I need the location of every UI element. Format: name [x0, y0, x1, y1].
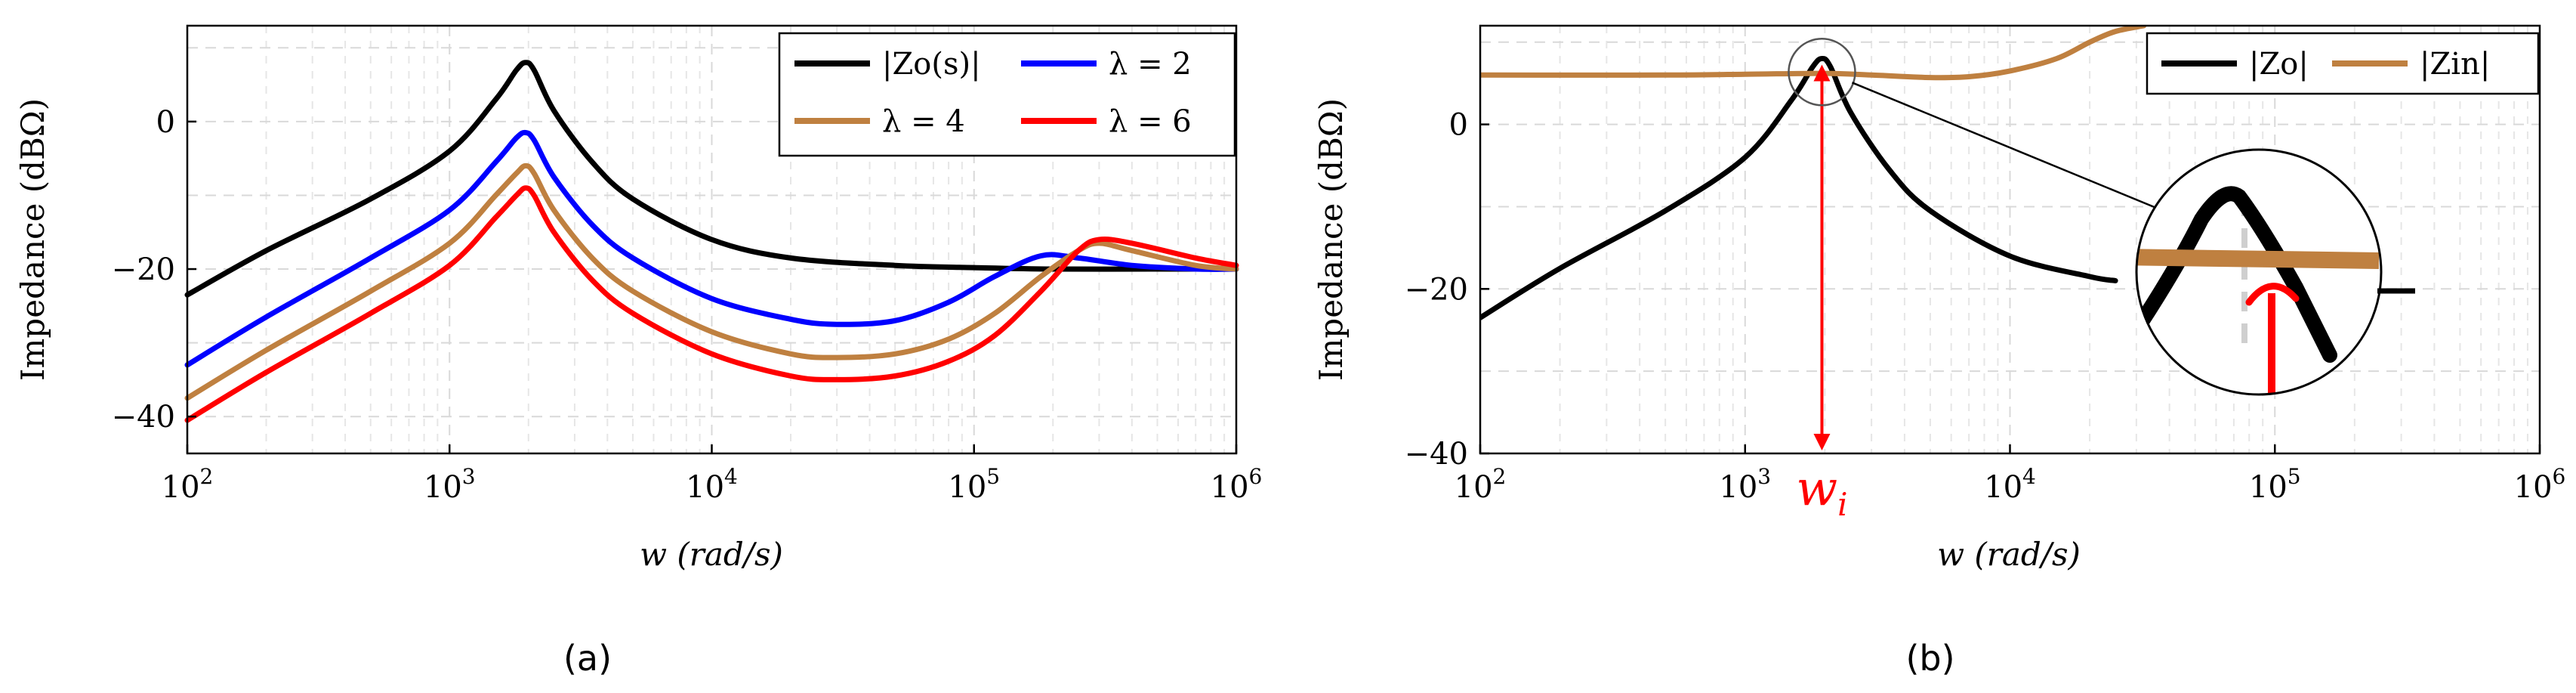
- y-tick-label: −20: [112, 252, 175, 287]
- legend-box-a: [778, 32, 1236, 157]
- series-line-lambda2-a: [184, 129, 1239, 368]
- x-ticks-b: 102 103 104 105 106: [1455, 444, 2566, 505]
- y-axis-label-b: Impedance (dBΩ): [1313, 98, 1350, 381]
- series-line-lambda6-a: [184, 185, 1239, 423]
- curves-b: [1480, 26, 2147, 320]
- x-tick-label: 102: [162, 464, 214, 505]
- legend-a: |Zo(s)| λ = 2 λ = 4 λ = 6: [778, 32, 1236, 157]
- x-axis-label-b: w (rad/s): [1937, 536, 2081, 573]
- panel-b: 0−20−40 102 103 104 105 106 Impedance (dBΩ) …: [1313, 24, 2566, 679]
- series-line-zo-a: [184, 60, 1239, 298]
- x-tick-label: 105: [2249, 464, 2301, 505]
- x-tick-label: 103: [1719, 464, 1771, 505]
- x-axis-label-a: w (rad/s): [640, 536, 783, 573]
- wi-annotation: wi: [1796, 64, 1848, 523]
- x-tick-label: 102: [1455, 464, 1507, 505]
- y-axis-label-a: Impedance (dBΩ): [14, 98, 51, 381]
- y-tick-label: −40: [1405, 437, 1468, 472]
- x-tick-label: 105: [948, 464, 1000, 505]
- legend-label-zin: |Zin|: [2420, 47, 2490, 82]
- x-tick-label: 103: [424, 464, 476, 505]
- y-ticks-b: 0 −20 −40: [1405, 108, 1489, 472]
- legend-label-zo-b: |Zo|: [2249, 47, 2309, 82]
- inset-zo-curve: [2136, 186, 2337, 363]
- panel-a: 0−20−40 102 103 104 105 106 Impedance (dBΩ) …: [14, 24, 1263, 679]
- caption-a: (a): [563, 638, 612, 679]
- y-ticks-a: 0 −20 −40: [112, 105, 196, 435]
- series-line-zo-b: [1480, 55, 2118, 320]
- x-tick-label: 106: [2514, 464, 2566, 505]
- legend-label-lambda4: λ = 4: [882, 104, 965, 139]
- magnifier-inset: [2135, 148, 2415, 396]
- y-tick-label: 0: [1449, 108, 1468, 143]
- y-tick-label: 0: [156, 105, 175, 140]
- legend-label-lambda6: λ = 6: [1109, 104, 1192, 139]
- inset-border: [2135, 148, 2383, 396]
- inset-content: [2136, 186, 2380, 393]
- caption-b: (b): [1905, 638, 1954, 679]
- series-line-zin-b: [1480, 26, 2147, 81]
- wi-arrowhead-top: [1813, 64, 1831, 82]
- x-tick-label: 104: [1984, 464, 2036, 505]
- magnifier-connector: [1852, 82, 2157, 209]
- curves-a: [184, 60, 1239, 423]
- wi-label: wi: [1796, 461, 1847, 523]
- legend-label-lambda2: λ = 2: [1109, 47, 1192, 82]
- legend-label-zo: |Zo(s)|: [882, 47, 981, 82]
- x-tick-label: 104: [686, 464, 738, 505]
- x-ticks-a: 102 103 104 105 106: [162, 444, 1263, 505]
- inset-zin-curve: [2136, 249, 2380, 269]
- inset-wi-arrowhead: [2245, 283, 2300, 306]
- magnifier-source-circle: [1788, 38, 1856, 107]
- x-tick-label: 106: [1211, 464, 1263, 505]
- wi-arrowhead-bottom: [1813, 434, 1831, 450]
- y-tick-label: −20: [1405, 272, 1468, 307]
- legend-b: |Zo| |Zin|: [2146, 32, 2540, 95]
- y-tick-label: −40: [112, 400, 175, 435]
